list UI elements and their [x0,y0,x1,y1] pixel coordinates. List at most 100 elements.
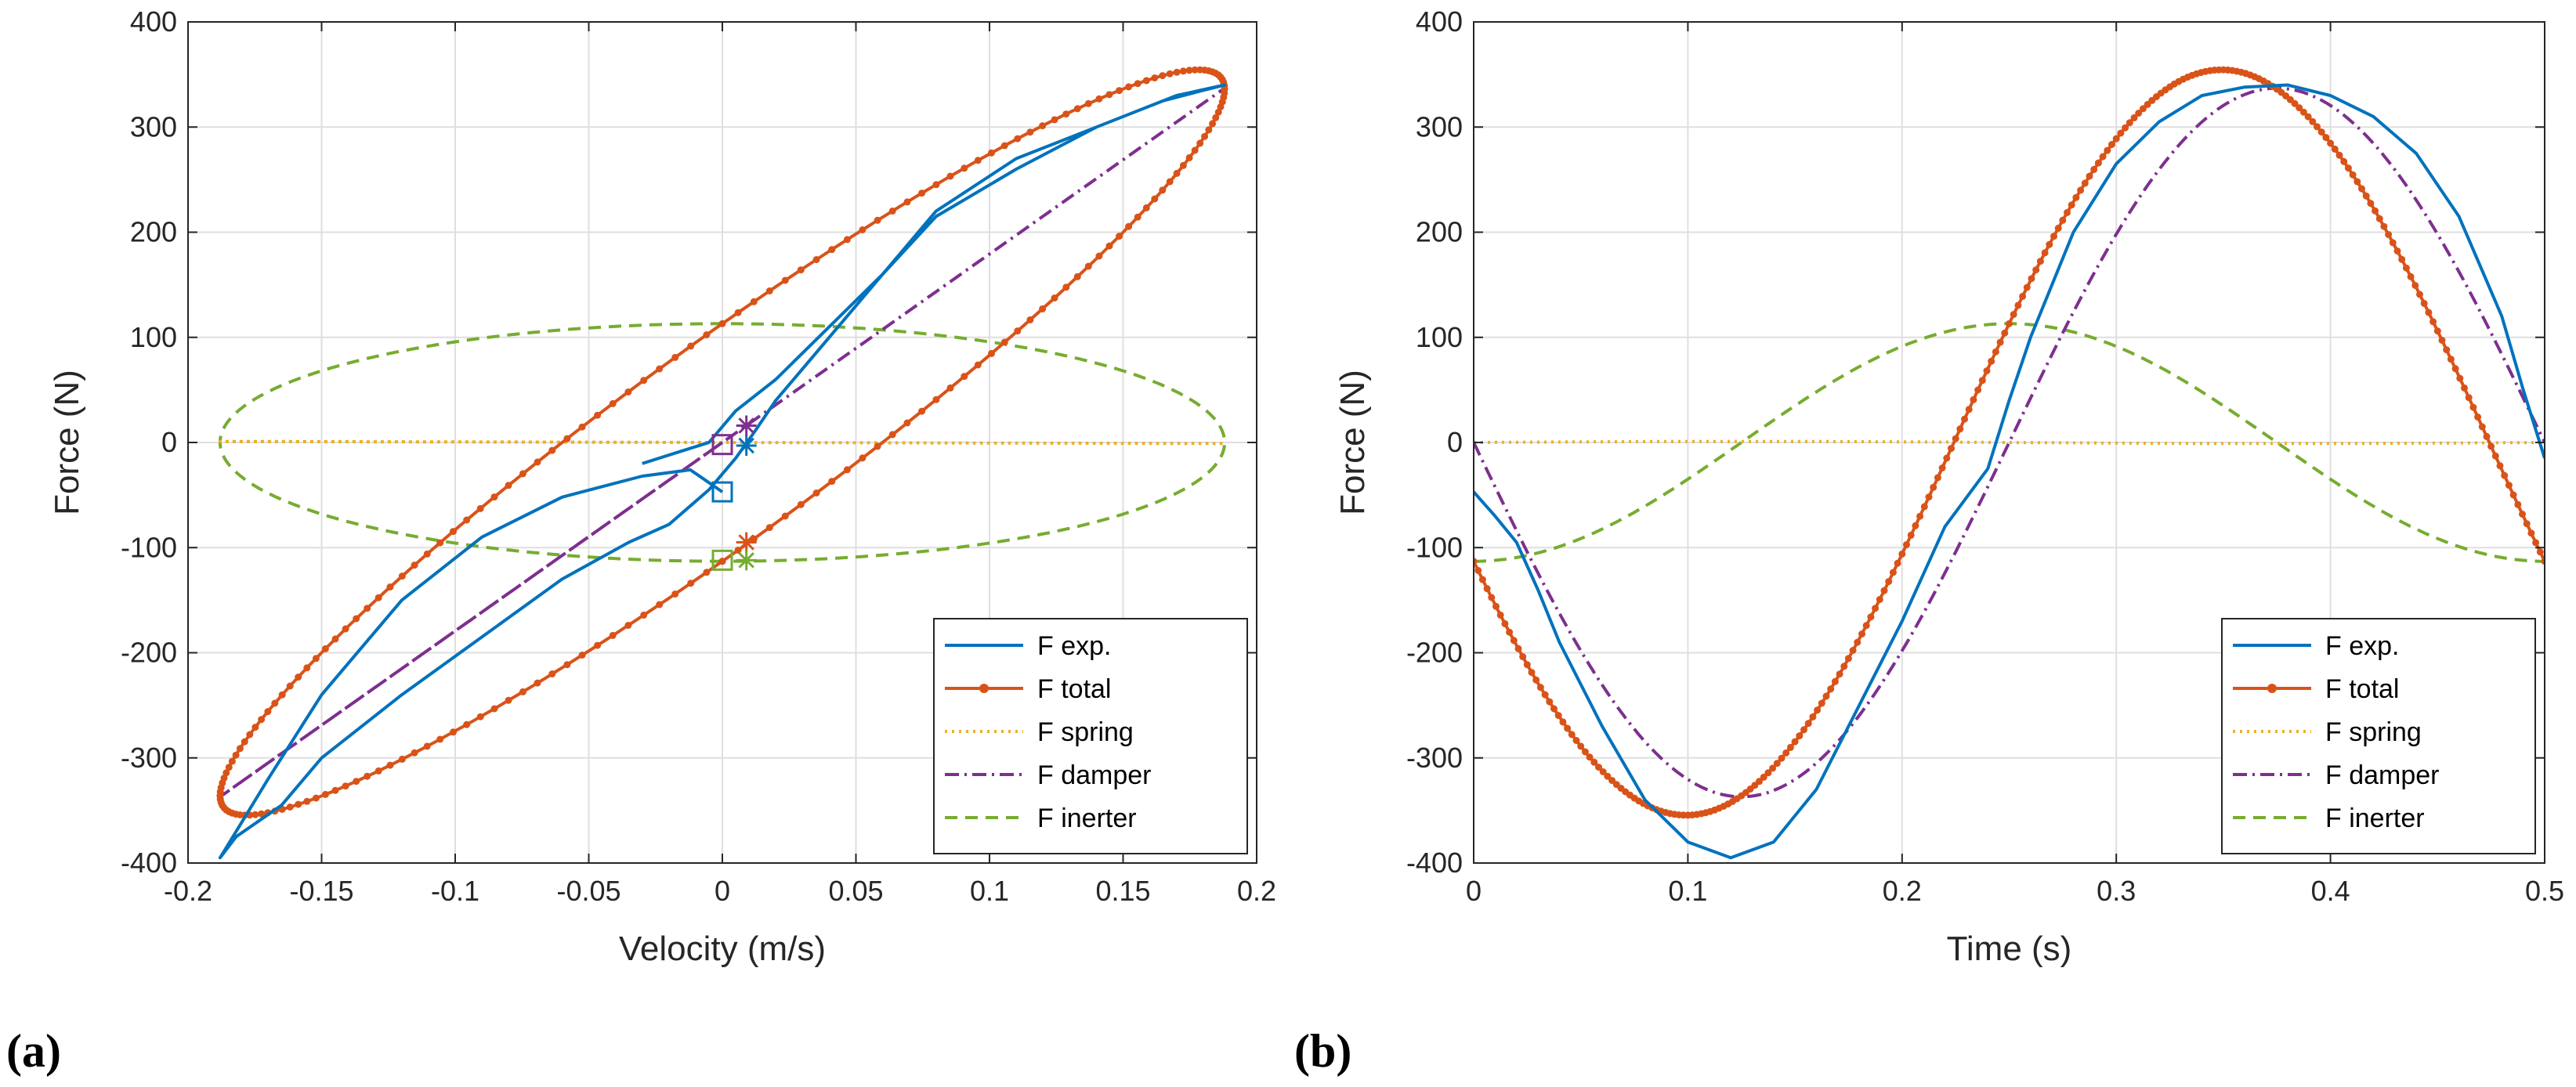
series-point-total [888,431,896,439]
series-point-total [241,738,248,746]
series-point-total [1201,132,1209,140]
series-point-total [1179,67,1187,75]
series-point-total [534,458,541,466]
series-point-total [1205,126,1213,134]
y-tick-label: 300 [130,110,177,143]
x-tick-label: 0.1 [1668,875,1707,907]
y-tick-label: -100 [121,531,177,563]
chart-panel-b: 0 0.1 0.2 0.3 0.4 0.5 -400 -300 -200 -100 0 100 200 3… [1333,5,2564,968]
series-point-total [1586,753,1594,761]
series-point-total [1209,120,1217,128]
y-tick-label: -100 [1406,531,1463,563]
series-point-total [386,583,394,590]
series-point-total [718,320,726,327]
series-point-total [1185,153,1193,161]
series-point-total [303,797,311,805]
series-point-total [961,164,968,172]
series-point-total [1510,637,1518,645]
series-point-total [563,661,571,669]
series-point-total [398,572,406,580]
series-point-total [1894,559,1901,567]
legend-label-inerter: F inerter [2325,804,2425,833]
series-point-total [1084,99,1092,107]
series-point-total [342,625,349,633]
series-point-total [1501,619,1509,627]
series-point-total [1492,602,1500,610]
series-point-total [295,674,302,681]
series-point-total [1000,142,1008,150]
series-point-total [2010,311,2017,318]
series-point-total [286,682,294,690]
series-point-total [2028,275,2035,283]
x-tick-label: 0 [1466,875,1482,907]
series-point-total [988,149,995,157]
series-point-total [2367,200,2375,208]
series-point-total [2474,413,2482,421]
series-point-total [2117,129,2125,137]
legend-label-inerter: F inerter [1037,804,1137,833]
x-tick-label: 0.2 [1883,875,1922,907]
y-tick-label: -400 [1406,847,1463,879]
series-point-total [2429,318,2437,326]
series-point-total [1599,768,1607,775]
series-point-total [1822,692,1830,700]
legend-label-total: F total [2325,674,2399,704]
series-point-total [321,645,329,652]
series-point-total [843,236,851,244]
series-point-total [888,208,896,215]
legend-label-spring: F spring [1037,717,1134,747]
legend-swatch-point [979,684,989,693]
series-point-total [946,384,954,392]
series-point-total [1804,720,1812,728]
series-point-total [609,399,617,407]
series-point-total [624,622,632,629]
series-point-total [264,708,272,716]
series-point-total [1876,596,1883,603]
series-point-total [364,772,371,780]
series-point-total [374,767,382,775]
y-tick-label: 200 [130,216,177,248]
y-tick-label: 0 [161,426,177,458]
series-point-total [974,361,982,369]
series-point-total [312,655,320,663]
x-tick-label: 0.2 [1237,875,1276,907]
series-point-total [1920,503,1928,511]
series-point-total [594,641,602,649]
series-point-total [1943,454,1951,462]
series-point-total [2501,471,2509,479]
x-tick-label: -0.1 [431,875,479,907]
series-point-total [2054,224,2062,232]
series-point-total [2032,266,2040,274]
series-point-total [1514,645,1522,652]
series-point-total [1956,425,1964,433]
series-point-total [797,500,805,508]
series-point-total [2077,186,2085,194]
series-point-total [1554,712,1562,720]
series-point-total [734,309,742,316]
series-point-total [436,735,444,743]
series-point-total [2309,117,2317,125]
series-point-total [342,782,349,790]
series-point-total [1912,522,1919,529]
series-point-total [1095,252,1103,260]
series-point-total [1062,283,1070,291]
series-point-total [1809,713,1817,720]
x-tick-label: 0.3 [2097,875,2136,907]
x-tick-label: 0 [715,875,730,907]
series-point-total [1506,628,1514,636]
series-point-total [1800,726,1807,734]
series-point-total [1051,116,1058,124]
series-point-total [476,713,484,720]
series-point-total [1916,512,1924,520]
series-point-total [1212,114,1220,121]
series-point-total [228,757,236,765]
series-point-total [411,562,418,569]
series-point-total [2509,491,2517,499]
series-point-total [1142,204,1150,211]
series-point-total [2001,329,2009,337]
series-point-total [251,724,259,731]
series-point-total [2433,327,2441,335]
series-point-total [874,216,881,224]
series-point-total [1105,91,1113,99]
series-point-total [750,298,758,305]
